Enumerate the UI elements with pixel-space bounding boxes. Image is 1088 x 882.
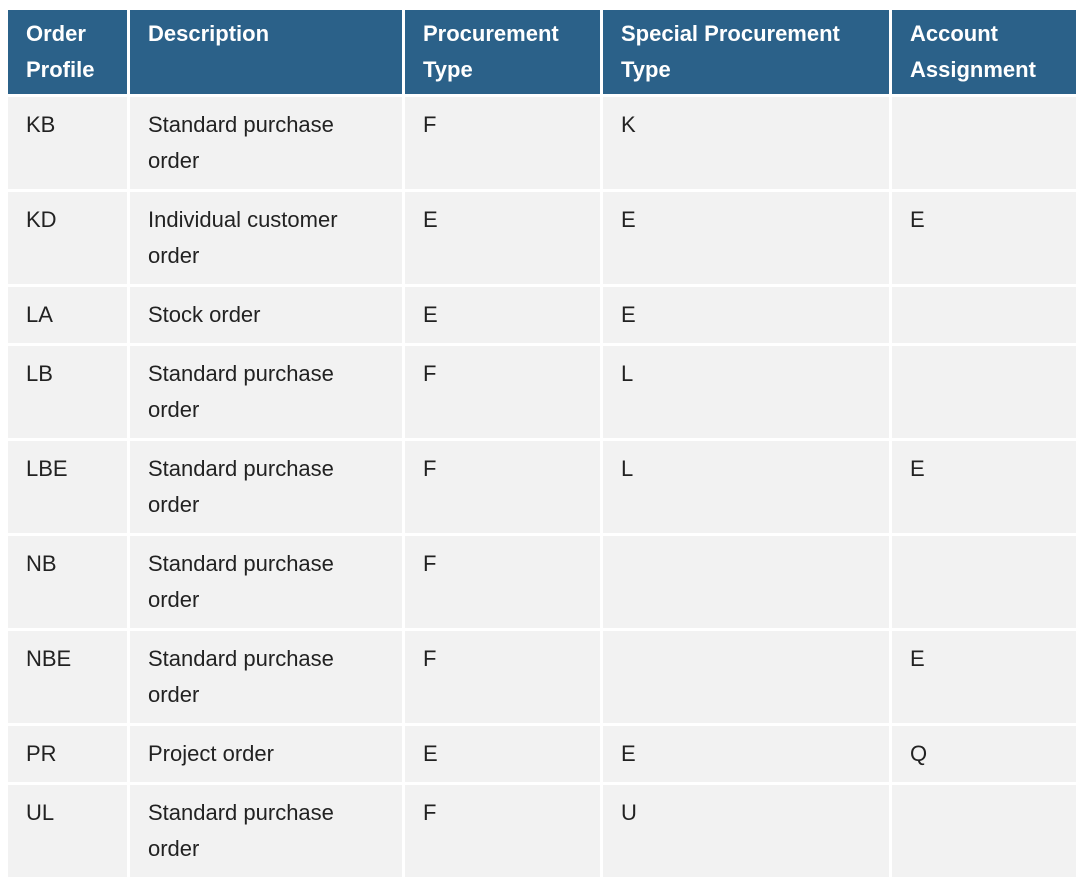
table-cell: L	[603, 441, 889, 533]
table-cell: LB	[8, 346, 127, 438]
table-cell: E	[603, 192, 889, 284]
table-cell: Standard purchase order	[130, 785, 402, 877]
table-cell: F	[405, 536, 600, 628]
header-row: Order Profile Description Procurement Type…	[8, 10, 1076, 94]
table-cell: E	[405, 287, 600, 343]
table-cell: Standard purchase order	[130, 631, 402, 723]
table-cell: F	[405, 441, 600, 533]
table-cell: L	[603, 346, 889, 438]
table-row: PR Project order E E Q	[8, 726, 1076, 782]
table-cell: UL	[8, 785, 127, 877]
table-row: NBE Standard purchase order F E	[8, 631, 1076, 723]
table-cell	[892, 785, 1076, 877]
table-cell: LA	[8, 287, 127, 343]
table-cell	[603, 631, 889, 723]
table-cell: E	[405, 726, 600, 782]
column-header: Description	[130, 10, 402, 94]
table-cell: NB	[8, 536, 127, 628]
table-cell	[603, 536, 889, 628]
table-cell: F	[405, 97, 600, 189]
table-cell	[892, 97, 1076, 189]
table-cell: KD	[8, 192, 127, 284]
column-header: Account Assignment	[892, 10, 1076, 94]
table-cell: KB	[8, 97, 127, 189]
table-cell: F	[405, 346, 600, 438]
table-cell: E	[892, 192, 1076, 284]
column-header: Special Procurement Type	[603, 10, 889, 94]
table-cell: F	[405, 785, 600, 877]
table-body: KB Standard purchase order F K KD Individual …	[8, 97, 1076, 877]
table-cell	[892, 346, 1076, 438]
table-row: KB Standard purchase order F K	[8, 97, 1076, 189]
table-cell: E	[892, 441, 1076, 533]
table-row: LBE Standard purchase order F L E	[8, 441, 1076, 533]
table-cell: E	[892, 631, 1076, 723]
table-cell	[892, 536, 1076, 628]
table-cell: K	[603, 97, 889, 189]
table-cell: E	[603, 287, 889, 343]
table-cell: E	[603, 726, 889, 782]
table-header: Order Profile Description Procurement Type…	[8, 10, 1076, 94]
table-cell: NBE	[8, 631, 127, 723]
table-cell: Q	[892, 726, 1076, 782]
table-row: KD Individual customer order E E E	[8, 192, 1076, 284]
table-row: NB Standard purchase order F	[8, 536, 1076, 628]
table-row: UL Standard purchase order F U	[8, 785, 1076, 877]
table-cell: U	[603, 785, 889, 877]
table-cell: Individual customer order	[130, 192, 402, 284]
table-cell: Stock order	[130, 287, 402, 343]
table-cell: F	[405, 631, 600, 723]
order-profile-table: Order Profile Description Procurement Type…	[5, 7, 1079, 880]
table-cell: E	[405, 192, 600, 284]
table-cell: Standard purchase order	[130, 536, 402, 628]
table-row: LA Stock order E E	[8, 287, 1076, 343]
table-cell: PR	[8, 726, 127, 782]
table-cell: Project order	[130, 726, 402, 782]
table-cell: LBE	[8, 441, 127, 533]
column-header: Procurement Type	[405, 10, 600, 94]
table-row: LB Standard purchase order F L	[8, 346, 1076, 438]
table-cell: Standard purchase order	[130, 97, 402, 189]
column-header: Order Profile	[8, 10, 127, 94]
table-cell	[892, 287, 1076, 343]
table-cell: Standard purchase order	[130, 346, 402, 438]
table-cell: Standard purchase order	[130, 441, 402, 533]
